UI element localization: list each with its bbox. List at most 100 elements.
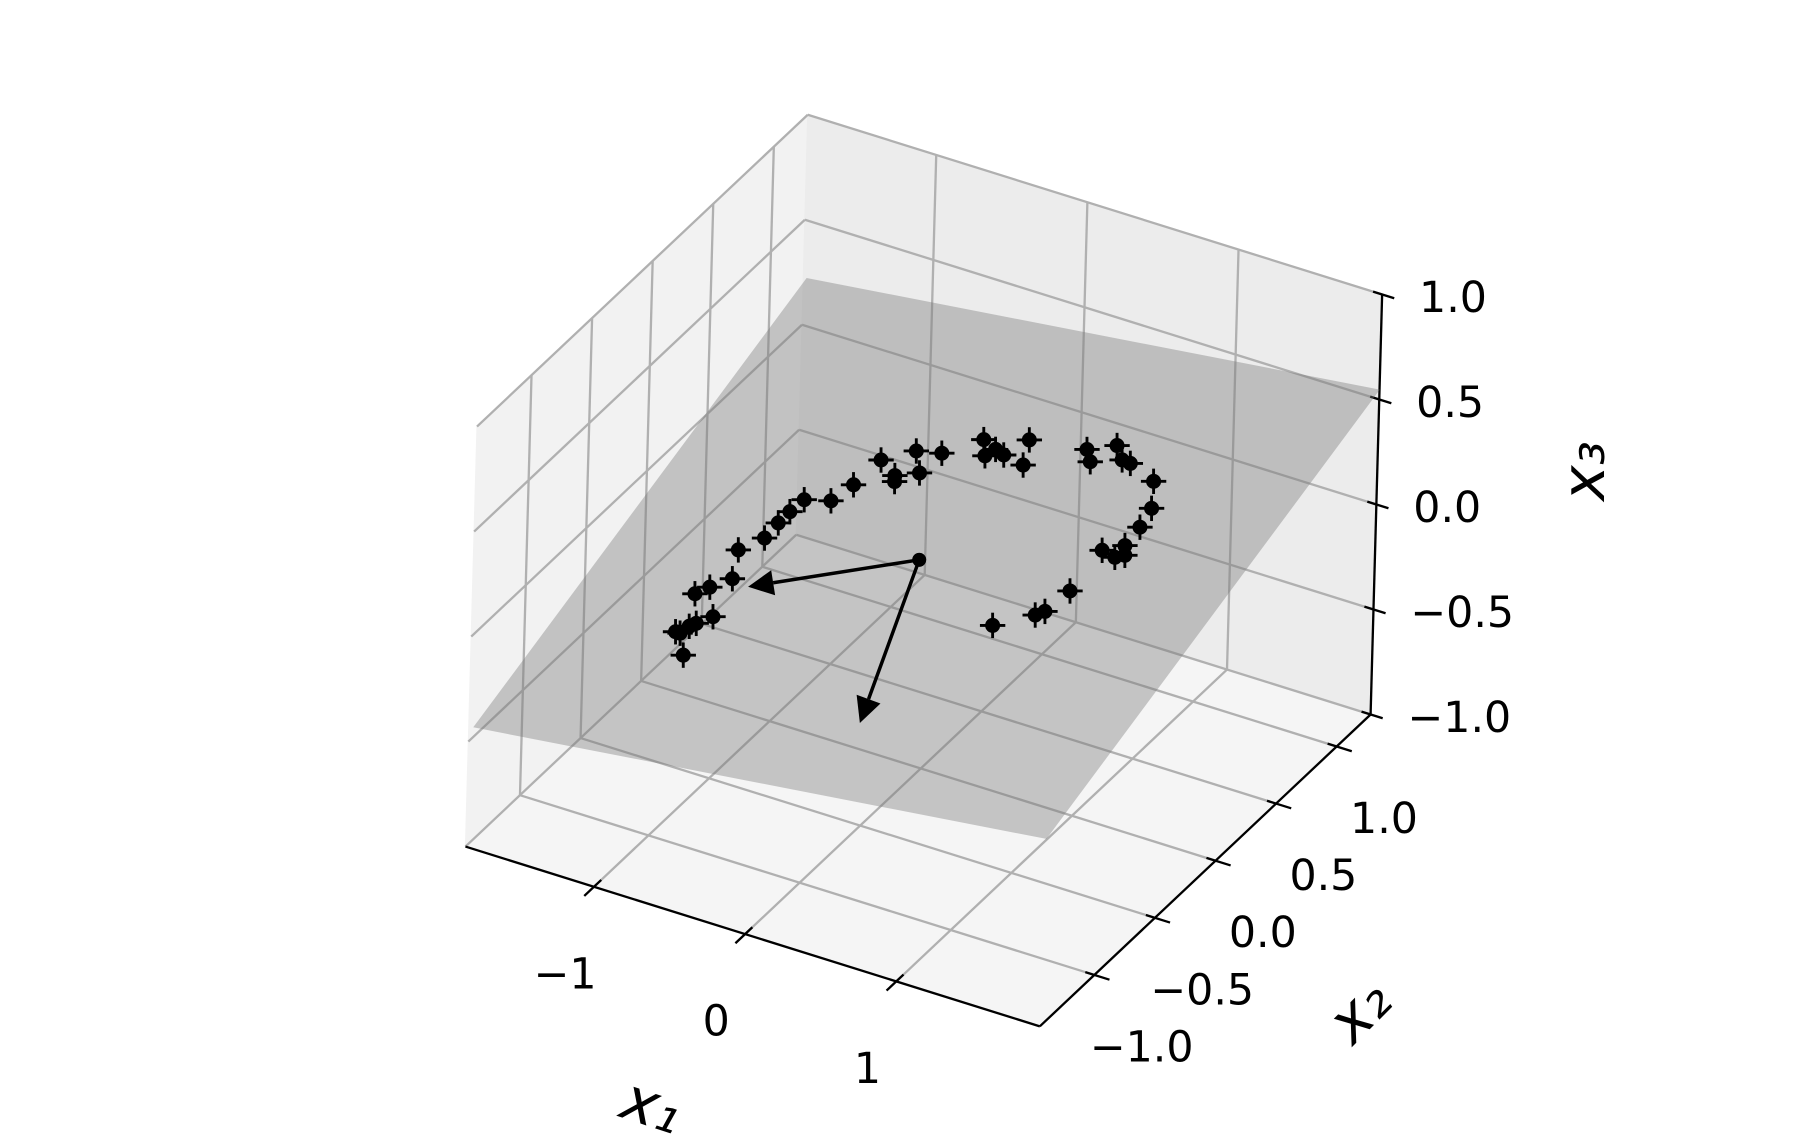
data-point [791, 487, 817, 513]
point [796, 492, 812, 508]
x-axis-line [465, 845, 1041, 1028]
grid-line [473, 218, 806, 533]
data-point [1016, 427, 1043, 453]
data-point [1077, 449, 1103, 475]
point [934, 445, 950, 461]
point [887, 468, 903, 484]
point [702, 579, 718, 595]
y-tick-label: 1.0 [1350, 794, 1418, 844]
data-point [719, 566, 746, 592]
data-point [840, 472, 867, 498]
data-point [903, 438, 929, 464]
tick-mark [885, 973, 905, 992]
point [730, 542, 746, 558]
tick-mark [583, 879, 603, 897]
tick-mark [1372, 290, 1395, 300]
point [911, 465, 927, 481]
z-tick-label: 1.0 [1419, 273, 1487, 323]
data-point [682, 581, 708, 607]
grid-line [467, 428, 800, 743]
data-point [882, 462, 908, 489]
x-tick-label: −1 [534, 949, 597, 999]
data-point [662, 619, 689, 645]
point [668, 624, 684, 640]
point [976, 432, 992, 448]
y-tick-label: −0.5 [1150, 965, 1254, 1015]
data-point [725, 537, 752, 563]
grid-line [476, 113, 809, 428]
tick-mark [1364, 605, 1386, 615]
point [1094, 542, 1110, 558]
point [1062, 583, 1078, 599]
x-axis-label: x₁ [611, 1063, 691, 1140]
arrow-head [856, 694, 881, 723]
point [996, 447, 1012, 463]
grid-line [470, 323, 803, 638]
data-point [1127, 514, 1153, 540]
point [1021, 432, 1037, 448]
point [675, 647, 691, 663]
data-point [1138, 495, 1165, 522]
tick-mark [1366, 500, 1389, 510]
grid-line [798, 428, 1374, 611]
grid-line [640, 679, 1216, 862]
arrow-shaft [772, 558, 920, 585]
data-point [765, 510, 791, 536]
y-tick-label: 0.0 [1229, 908, 1297, 958]
data-point [683, 610, 709, 637]
data-point [1010, 452, 1036, 478]
data-point [868, 447, 894, 473]
point [1117, 547, 1133, 563]
z-tick-label: −1.0 [1408, 693, 1512, 743]
y-tick-label: 0.5 [1289, 851, 1357, 901]
grid-line [807, 113, 1383, 296]
grid-line [519, 794, 1095, 977]
point [908, 443, 924, 459]
point [1144, 500, 1160, 516]
z-tick-label: −0.5 [1410, 588, 1514, 638]
axes: −1 0 1 −1.0 −0.5 0.0 0.5 1.0 −1.0 −0.5 0.0 0.5 1.0 x₁… [465, 273, 1619, 1140]
data-point [906, 460, 933, 486]
point [770, 515, 786, 531]
projection-plane [473, 277, 1380, 839]
data-point [979, 612, 1006, 639]
data-point [1022, 602, 1048, 628]
grid-line [580, 736, 1156, 919]
point [757, 530, 773, 546]
data-point [670, 642, 696, 668]
data-point [1104, 432, 1130, 459]
point [687, 586, 703, 602]
point [985, 617, 1001, 633]
grid-line [804, 218, 1380, 401]
x-tick-label: 1 [854, 1044, 881, 1094]
z-tick-label: 0.5 [1416, 378, 1484, 428]
x-tick-label: 0 [703, 997, 730, 1047]
point [724, 571, 740, 587]
z-axis-label: x₃ [1549, 441, 1619, 503]
z-tick-label: 0.0 [1413, 483, 1481, 533]
arrow-origin [912, 552, 927, 567]
tick-mark [1145, 913, 1171, 924]
grid-line [464, 533, 798, 848]
arrow-head [748, 570, 776, 596]
data-point [991, 442, 1017, 468]
data-point [697, 574, 723, 600]
tick-mark [1206, 856, 1231, 867]
tick-mark [1369, 395, 1392, 405]
tick-mark [1361, 710, 1384, 720]
point [1015, 457, 1031, 473]
tick-mark [1327, 742, 1353, 753]
data-point [1089, 537, 1115, 563]
point [688, 615, 704, 631]
marks [473, 277, 1380, 839]
point [823, 493, 839, 509]
data-point [1057, 578, 1083, 604]
point [1146, 473, 1162, 489]
tick-mark [734, 926, 754, 945]
point [1122, 455, 1138, 471]
grid-line [761, 565, 1338, 748]
data-point [751, 525, 778, 551]
point [1082, 454, 1098, 470]
data-point [1112, 542, 1138, 568]
